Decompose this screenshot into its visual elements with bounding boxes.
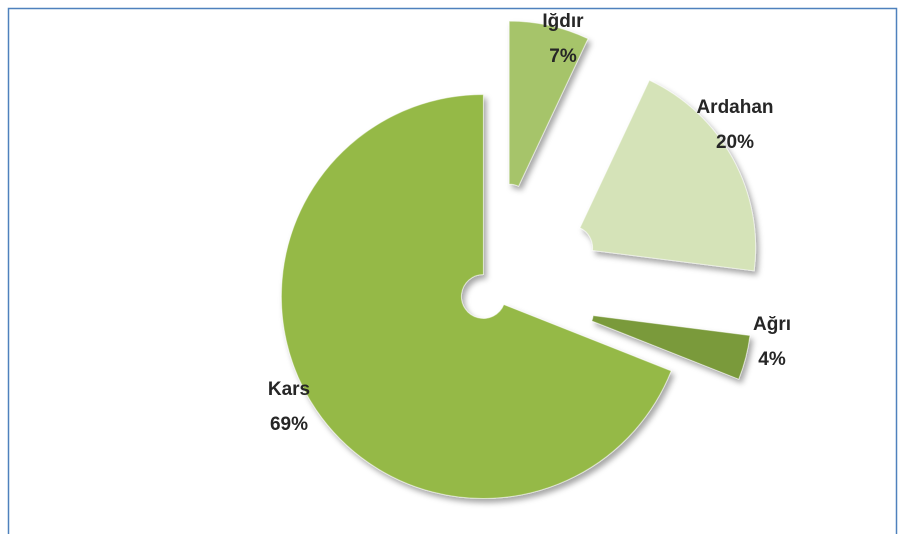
pie-slice bbox=[508, 20, 589, 187]
slice-label: Iğdır bbox=[542, 11, 584, 32]
slice-label: Ardahan bbox=[696, 97, 773, 118]
slice-value-label: 7% bbox=[549, 46, 577, 67]
slice-value-label: 69% bbox=[270, 414, 308, 435]
pie-slice bbox=[579, 79, 757, 272]
slice-value-label: 20% bbox=[716, 132, 754, 153]
pie-slice bbox=[280, 93, 672, 499]
pie-slice bbox=[591, 315, 751, 380]
slice-label: Ağrı bbox=[753, 314, 791, 335]
slice-label: Kars bbox=[268, 379, 310, 400]
pie bbox=[280, 20, 757, 499]
chart-frame bbox=[7, 7, 898, 534]
slice-value-label: 4% bbox=[758, 349, 786, 370]
